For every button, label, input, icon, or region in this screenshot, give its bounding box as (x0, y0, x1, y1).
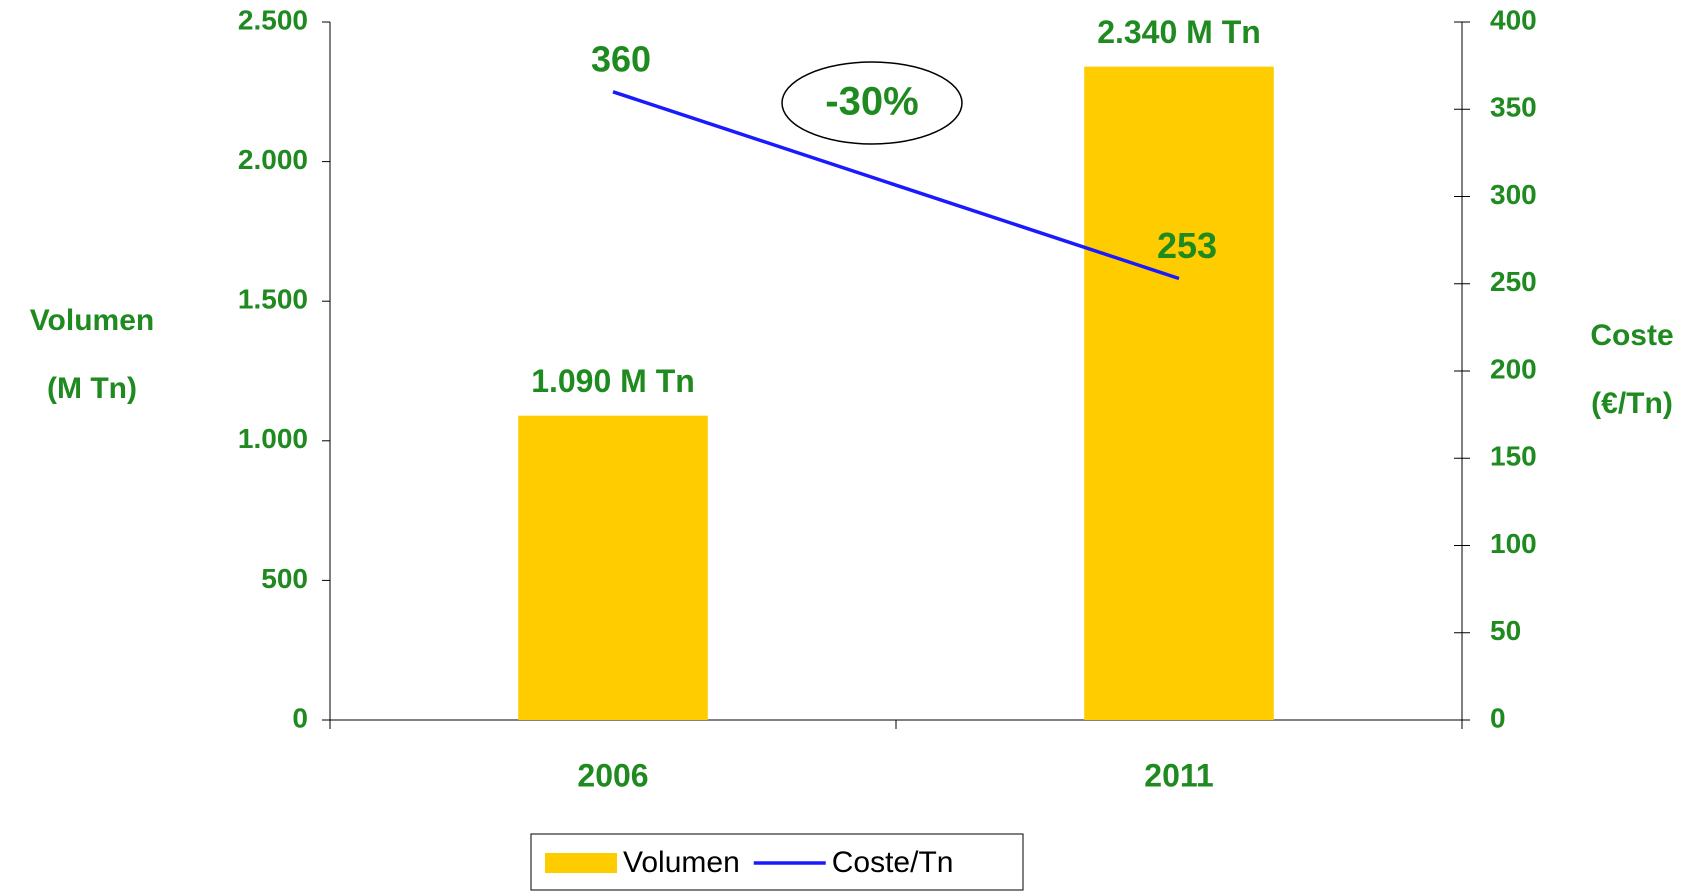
annotation: -30% (825, 80, 918, 124)
y2-tick-label: 300 (1490, 179, 1537, 210)
line-value-label: 360 (591, 38, 651, 79)
x-tick-label: 2011 (1144, 757, 1213, 793)
x-tick-label: 2006 (577, 757, 648, 793)
y-tick-label: 0 (292, 702, 308, 733)
legend-label: Coste/Tn (832, 846, 954, 879)
bar-value-label: 1.090 M Tn (531, 363, 695, 399)
y-tick-label: 1.500 (238, 284, 308, 315)
y2-tick-label: 50 (1490, 615, 1521, 646)
legend-label: Volumen (623, 846, 740, 879)
bar (518, 415, 708, 720)
bar (1084, 66, 1274, 720)
y2-axis-label: Coste (1590, 319, 1673, 352)
y-tick-label: 2.000 (238, 144, 308, 175)
line (612, 90, 1180, 281)
y-axis-label: Volumen (30, 304, 154, 337)
y2-tick-label: 200 (1490, 353, 1537, 384)
y-axis-label: (M Tn) (47, 372, 137, 405)
y2-tick-label: 350 (1490, 92, 1537, 123)
y2-axis-label: (€/Tn) (1591, 387, 1673, 420)
y-tick-label: 1.000 (238, 423, 308, 454)
y2-tick-label: 0 (1490, 702, 1506, 733)
y2-tick-label: 150 (1490, 441, 1537, 472)
y2-tick-label: 250 (1490, 266, 1537, 297)
annotation-ellipse (781, 61, 963, 145)
y2-tick-label: 400 (1490, 4, 1537, 35)
y-tick-label: 500 (261, 563, 308, 594)
y-tick-label: 2.500 (238, 4, 308, 35)
y2-tick-label: 100 (1490, 528, 1537, 559)
line-value-label: 253 (1157, 225, 1217, 266)
bar-value-label: 2.340 M Tn (1097, 14, 1261, 50)
legend-swatch (545, 853, 617, 873)
